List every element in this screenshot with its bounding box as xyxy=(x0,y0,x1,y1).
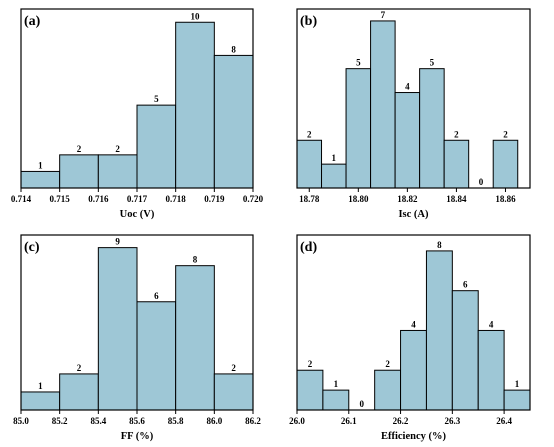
bar-count-label: 8 xyxy=(437,240,442,250)
panel-b: 2 1 5 7 4 5 2 0 2 18.78 18.80 18.82 18.84 18.86 Isc (A… xyxy=(296,8,531,220)
panel-tag: (c) xyxy=(24,240,40,255)
panel-a: 1 2 2 5 10 8 0.714 0.715 0.716 0.717 0.718 0.719 0.7… xyxy=(11,8,264,220)
histogram-bar xyxy=(419,68,445,189)
bar-count-label: 6 xyxy=(463,280,468,290)
panel-tag: (b) xyxy=(300,14,317,29)
bar-count-label: 0 xyxy=(479,177,484,187)
bar-count-label: 2 xyxy=(77,144,82,154)
x-axis-label: Uoc (V) xyxy=(120,209,155,220)
bar-count-label: 2 xyxy=(307,129,312,139)
x-tick-label: 18.82 xyxy=(397,194,418,204)
histogram-bar xyxy=(136,301,177,411)
bar-count-label: 2 xyxy=(503,129,508,139)
histogram-bar xyxy=(443,139,470,189)
histogram-bar xyxy=(451,290,479,411)
x-tick-label: 0.716 xyxy=(88,194,109,204)
bar-count-label: 5 xyxy=(154,94,159,104)
histogram-bar xyxy=(322,389,350,411)
bar-count-label: 10 xyxy=(191,11,201,21)
x-axis-label: Isc (A) xyxy=(398,209,429,220)
x-tick-label: 85.2 xyxy=(52,416,68,426)
bar-count-label: 2 xyxy=(231,363,236,373)
bar-count-label: 2 xyxy=(115,144,120,154)
histogram-bar xyxy=(213,373,254,411)
plot-frame xyxy=(296,8,531,189)
bar-count-label: 1 xyxy=(38,160,43,170)
histogram-bar xyxy=(345,68,372,189)
x-tick-label: 18.84 xyxy=(446,194,467,204)
bar-count-label: 1 xyxy=(38,381,43,391)
bar-count-label: 1 xyxy=(334,379,339,389)
histogram-bar xyxy=(97,154,138,189)
bar-count-label: 8 xyxy=(231,44,236,54)
x-tick-label: 26.4 xyxy=(496,416,512,426)
panel-d: 2 1 0 2 4 8 6 4 1 26.0 26.1 26.2 26.3 26.4 Efficiency … xyxy=(289,234,531,442)
histogram-bar xyxy=(296,369,324,411)
x-tick-label: 26.0 xyxy=(289,416,305,426)
histogram-bar xyxy=(492,139,519,189)
x-tick-label: 86.0 xyxy=(206,416,222,426)
histogram-bar xyxy=(425,250,453,411)
bar-count-label: 0 xyxy=(359,399,364,409)
plot-frame xyxy=(296,234,531,411)
histogram-bar xyxy=(20,391,61,411)
histogram-bar xyxy=(321,163,347,189)
histogram-bar xyxy=(136,104,177,189)
panel-tag: (d) xyxy=(300,240,317,255)
bar-count-label: 9 xyxy=(115,237,120,247)
bar-count-label: 4 xyxy=(489,319,494,329)
histogram-bar xyxy=(477,329,505,411)
bar-count-label: 4 xyxy=(405,82,410,92)
x-tick-label: 26.3 xyxy=(444,416,460,426)
x-tick-label: 0.718 xyxy=(166,194,187,204)
histogram-bar xyxy=(400,329,427,411)
x-tick-label: 26.2 xyxy=(393,416,409,426)
bar-count-label: 1 xyxy=(332,153,337,163)
histogram-bar xyxy=(175,21,215,189)
histogram-bar xyxy=(175,265,215,411)
bar-count-label: 7 xyxy=(381,10,386,20)
x-tick-label: 85.8 xyxy=(168,416,184,426)
histogram-bar xyxy=(20,170,61,189)
histogram-bar xyxy=(59,154,99,189)
histogram-bar xyxy=(296,139,323,189)
x-tick-label: 0.717 xyxy=(127,194,148,204)
bar-count-label: 6 xyxy=(154,291,159,301)
x-tick-label: 0.715 xyxy=(50,194,71,204)
panel-tag: (a) xyxy=(24,14,41,29)
histogram-bar xyxy=(59,373,99,411)
x-axis-label: Efficiency (%) xyxy=(381,431,447,442)
bar-count-label: 4 xyxy=(411,319,416,329)
histogram-bar xyxy=(374,369,402,411)
bar-count-label: 8 xyxy=(193,255,198,265)
x-tick-label: 85.0 xyxy=(13,416,29,426)
bar-count-label: 2 xyxy=(308,359,313,369)
x-tick-label: 18.80 xyxy=(348,194,369,204)
x-tick-label: 18.86 xyxy=(495,194,516,204)
x-tick-label: 85.4 xyxy=(90,416,106,426)
bar-count-label: 1 xyxy=(515,379,520,389)
histogram-bar xyxy=(370,20,396,189)
histogram-bar xyxy=(394,92,421,189)
x-tick-label: 85.6 xyxy=(129,416,145,426)
bar-count-label: 2 xyxy=(385,359,390,369)
x-tick-label: 86.2 xyxy=(245,416,261,426)
bar-count-label: 2 xyxy=(77,363,82,373)
histogram-bar xyxy=(213,54,254,189)
x-tick-label: 0.719 xyxy=(204,194,225,204)
x-tick-label: 26.1 xyxy=(341,416,357,426)
x-tick-label: 18.78 xyxy=(299,194,320,204)
bar-count-label: 5 xyxy=(356,58,361,68)
x-tick-label: 0.714 xyxy=(11,194,32,204)
histogram-bar xyxy=(97,247,138,411)
x-axis-label: FF (%) xyxy=(121,431,154,442)
bar-count-label: 2 xyxy=(454,129,459,139)
histogram-bar xyxy=(503,389,531,411)
x-tick-label: 0.720 xyxy=(243,194,264,204)
bar-count-label: 5 xyxy=(430,58,435,68)
